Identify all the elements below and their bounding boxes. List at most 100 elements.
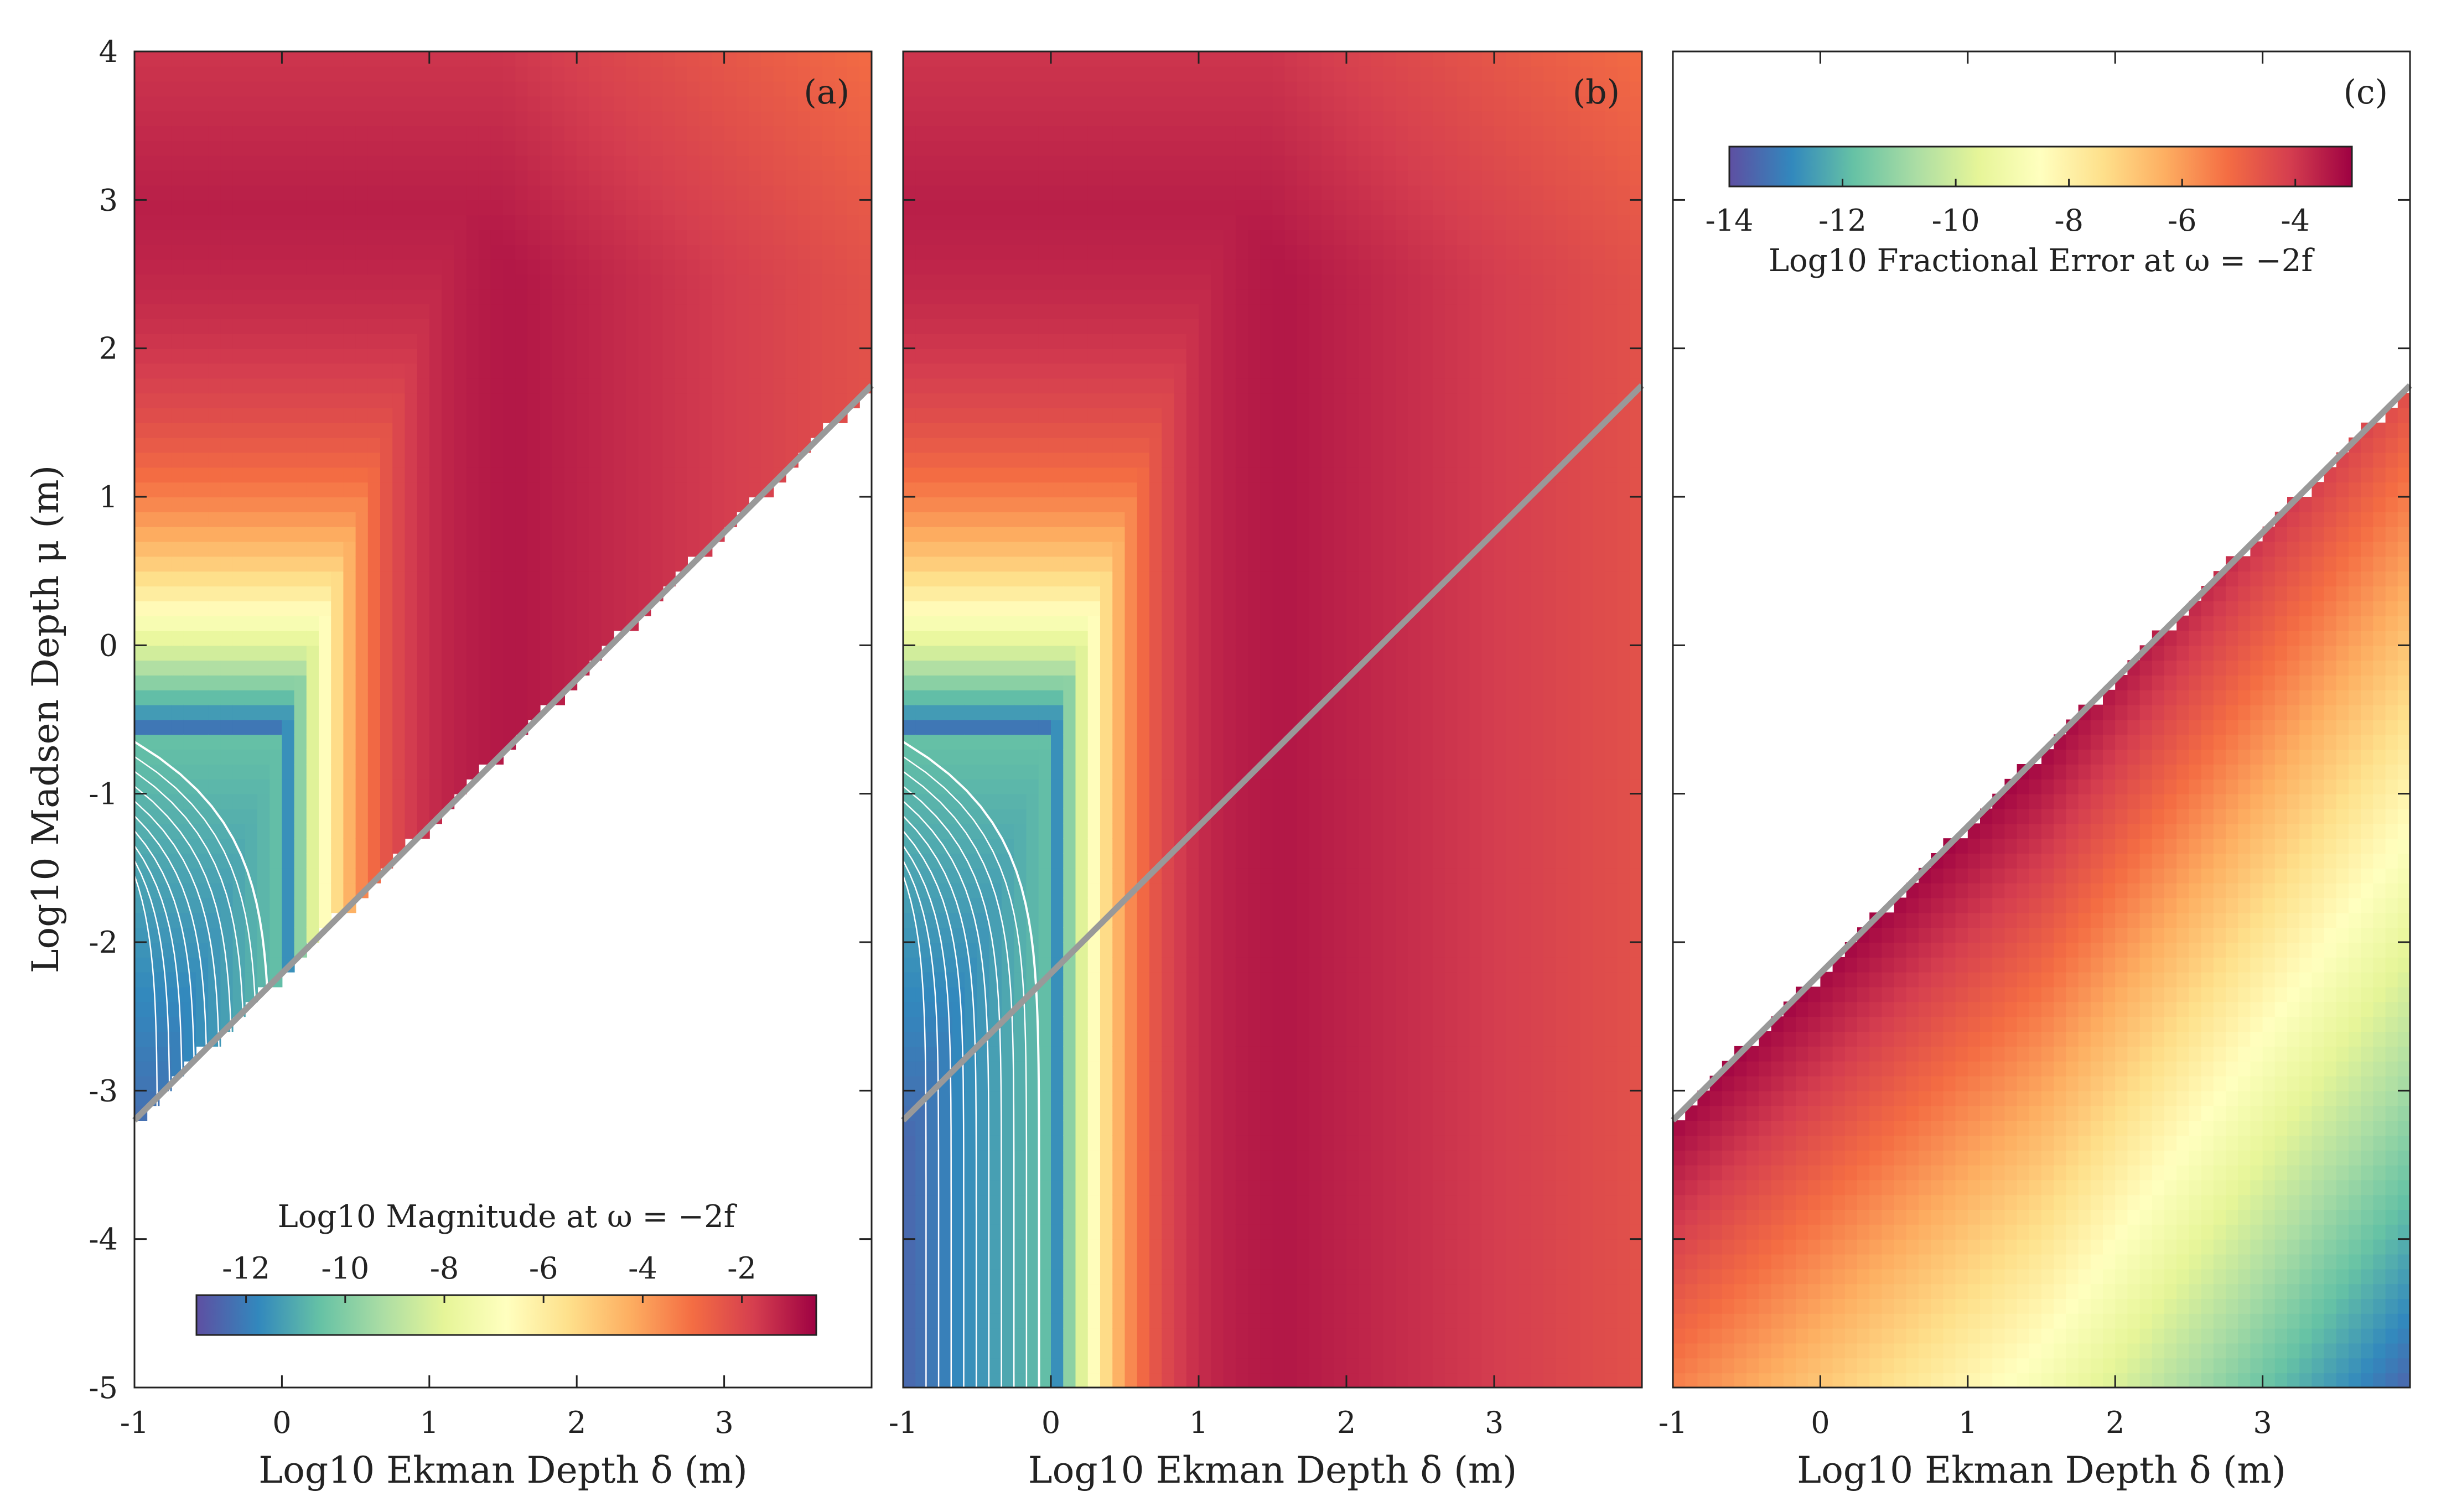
heatmap-cell [859, 215, 872, 230]
heatmap-cell [1149, 764, 1163, 780]
heatmap-cell [1014, 778, 1027, 794]
heatmap-cell [915, 319, 929, 334]
heatmap-cell [171, 630, 184, 646]
heatmap-cell [1124, 586, 1138, 601]
heatmap-cell [989, 363, 1002, 379]
heatmap-cell [490, 393, 504, 408]
heatmap-cell [903, 971, 916, 988]
heatmap-cell [965, 734, 978, 750]
heatmap-cell [1051, 1194, 1064, 1210]
heatmap-cell [749, 289, 762, 305]
heatmap-cell [810, 274, 823, 290]
heatmap-cell [564, 615, 578, 631]
heatmap-cell [245, 689, 258, 705]
heatmap-cell [515, 363, 528, 379]
heatmap-cell [171, 155, 184, 171]
heatmap-cell [515, 526, 528, 542]
heatmap-cell [601, 185, 614, 201]
heatmap-cell [232, 155, 246, 171]
heatmap-cell [1149, 230, 1163, 245]
heatmap-cell [662, 556, 676, 572]
heatmap-cell [989, 1061, 1002, 1077]
heatmap-cell [1051, 630, 1064, 646]
heatmap-cell [1002, 1135, 1015, 1151]
heatmap-cell [1124, 1090, 1138, 1106]
heatmap-cell [380, 823, 393, 839]
heatmap-cell [989, 185, 1002, 201]
heatmap-cell [355, 497, 369, 512]
heatmap-cell [220, 348, 234, 364]
heatmap-cell [147, 586, 160, 601]
heatmap-cell [1051, 1165, 1064, 1181]
heatmap-cell [515, 689, 528, 705]
heatmap-cell [208, 927, 221, 943]
heatmap-cell [1162, 378, 1175, 394]
heatmap-cell [540, 244, 553, 260]
heatmap-cell [380, 378, 393, 394]
heatmap-cell [1075, 482, 1089, 497]
heatmap-cell [940, 511, 953, 527]
heatmap-cell [601, 408, 614, 423]
heatmap-cell [147, 571, 160, 586]
heatmap-cell [564, 126, 578, 141]
heatmap-cell [367, 422, 381, 438]
heatmap-cell [257, 689, 271, 705]
heatmap-cell [245, 81, 258, 97]
heatmap-cell [1075, 1358, 1089, 1374]
heatmap-cell [977, 808, 990, 824]
heatmap-cell [257, 155, 271, 171]
heatmap-cell [1051, 363, 1064, 379]
heatmap-cell [134, 467, 148, 483]
heatmap-cell [773, 141, 786, 156]
heatmap-cell [147, 526, 160, 542]
heatmap-cell [1100, 230, 1113, 245]
heatmap-cell [306, 259, 319, 275]
heatmap-cell [1124, 719, 1138, 735]
heatmap-cell [490, 378, 504, 394]
heatmap-cell [940, 630, 953, 646]
heatmap-cell [1002, 1120, 1015, 1136]
heatmap-cell [989, 304, 1002, 319]
heatmap-cell [294, 408, 307, 423]
heatmap-cell [927, 541, 941, 557]
heatmap-cell [1174, 304, 1187, 319]
heatmap-cell [1087, 645, 1101, 661]
heatmap-cell [822, 96, 836, 112]
heatmap-cell [208, 645, 221, 661]
heatmap-cell [589, 615, 602, 631]
heatmap-cell [1026, 1165, 1039, 1181]
heatmap-cell [232, 615, 246, 631]
heatmap-cell [1038, 793, 1051, 809]
heatmap-cell [245, 259, 258, 275]
heatmap-cell [490, 467, 504, 483]
heatmap-cell [270, 838, 283, 854]
heatmap-cell [1087, 1120, 1101, 1136]
heatmap-cell [822, 81, 836, 97]
heatmap-cell [1075, 333, 1089, 349]
heatmap-cell [257, 467, 271, 483]
heatmap-cell [454, 675, 467, 690]
heatmap-cell [270, 215, 283, 230]
heatmap-cell [232, 689, 246, 705]
heatmap-cell [380, 571, 393, 586]
heatmap-cell [134, 630, 148, 646]
heatmap-cell [903, 1061, 916, 1077]
heatmap-cell [442, 482, 455, 497]
heatmap-cell [940, 1209, 953, 1225]
heatmap-cell [712, 452, 725, 468]
heatmap-cell [915, 1209, 929, 1225]
heatmap-cell [1137, 244, 1150, 260]
heatmap-cell [1063, 586, 1076, 601]
heatmap-cell [306, 615, 319, 631]
heatmap-cell [380, 645, 393, 661]
heatmap-cell [1162, 126, 1175, 141]
heatmap-cell [952, 660, 966, 676]
heatmap-cell [712, 289, 725, 305]
heatmap-cell [1149, 1150, 1163, 1166]
heatmap-cell [589, 586, 602, 601]
heatmap-cell [294, 927, 307, 943]
heatmap-cell [503, 600, 516, 616]
heatmap-cell [589, 215, 602, 230]
heatmap-cell [1038, 96, 1051, 112]
heatmap-cell [147, 808, 160, 824]
